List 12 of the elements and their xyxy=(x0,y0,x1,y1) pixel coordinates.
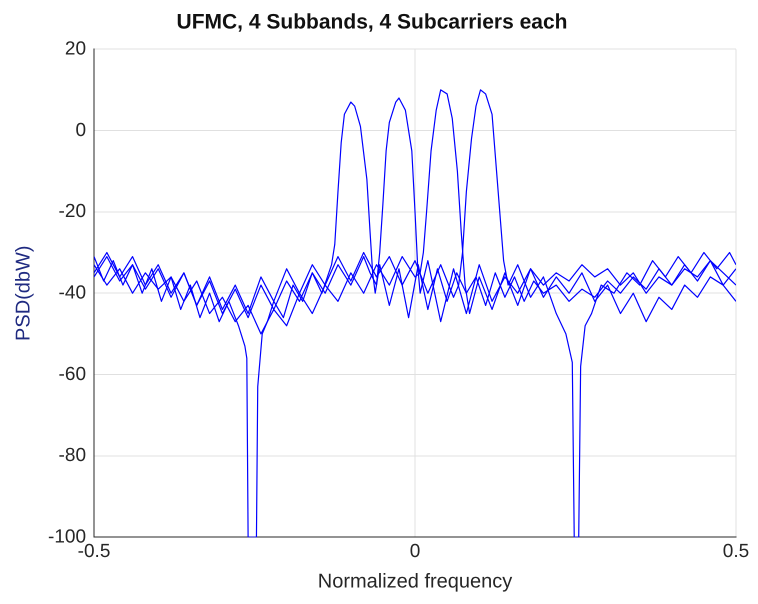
y-tick-label: -20 xyxy=(58,201,86,222)
y-tick-label: -100 xyxy=(48,526,86,548)
y-tick-label: -40 xyxy=(58,282,86,304)
y-tick-label: 20 xyxy=(64,38,86,60)
x-axis-title: Normalized frequency xyxy=(318,570,512,593)
chart-title: UFMC, 4 Subbands, 4 Subcarriers each xyxy=(176,10,568,34)
y-tick-label: -60 xyxy=(58,364,86,385)
y-tick-label: -80 xyxy=(58,445,86,466)
x-tick-label: 0 xyxy=(410,540,420,562)
y-tick-label: 0 xyxy=(75,120,86,141)
x-tick-label: 0.5 xyxy=(722,540,750,562)
y-axis-title: PSD(dbW) xyxy=(12,245,35,341)
